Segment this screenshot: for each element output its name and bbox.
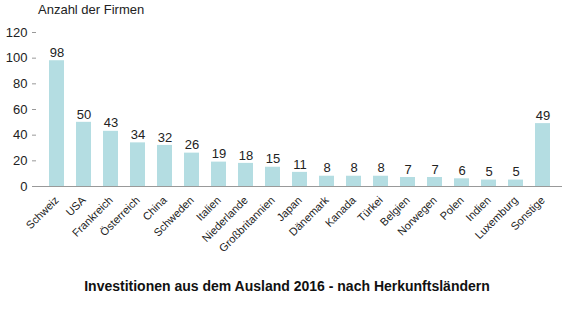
svg-text:6: 6 bbox=[458, 163, 465, 178]
svg-text:7: 7 bbox=[431, 162, 438, 177]
svg-text:26: 26 bbox=[185, 137, 199, 152]
svg-text:20: 20 bbox=[13, 153, 27, 168]
svg-text:40: 40 bbox=[13, 127, 27, 142]
svg-text:8: 8 bbox=[377, 160, 384, 175]
svg-text:Sonstige: Sonstige bbox=[508, 194, 547, 233]
svg-text:Belgien: Belgien bbox=[377, 193, 412, 229]
svg-text:15: 15 bbox=[266, 151, 280, 166]
svg-text:Großbritannien: Großbritannien bbox=[217, 194, 277, 254]
svg-text:32: 32 bbox=[158, 130, 172, 145]
svg-text:Dänemark: Dänemark bbox=[287, 193, 332, 238]
svg-text:8: 8 bbox=[350, 160, 357, 175]
svg-text:34: 34 bbox=[131, 127, 145, 142]
svg-text:Niederlande: Niederlande bbox=[199, 193, 250, 245]
html-text:Anzahl der Firmen: Anzahl der Firmen bbox=[38, 2, 145, 17]
svg-text:Japan: Japan bbox=[274, 193, 304, 224]
svg-text:18: 18 bbox=[239, 148, 253, 163]
svg-text:19: 19 bbox=[212, 146, 226, 161]
svg-text:Polen: Polen bbox=[438, 194, 466, 222]
svg-text:8: 8 bbox=[323, 160, 330, 175]
svg-text:Türkei: Türkei bbox=[354, 193, 385, 224]
svg-text:Indien: Indien bbox=[463, 193, 493, 224]
svg-text:49: 49 bbox=[536, 108, 550, 123]
svg-text:0: 0 bbox=[20, 179, 27, 194]
svg-text:Kanada: Kanada bbox=[323, 193, 359, 229]
svg-text:100: 100 bbox=[6, 50, 28, 65]
svg-text:7: 7 bbox=[404, 162, 411, 177]
svg-text:China: China bbox=[140, 193, 169, 223]
svg-text:60: 60 bbox=[13, 102, 27, 117]
svg-text:Österreich: Österreich bbox=[98, 194, 142, 238]
svg-text:Luxemburg: Luxemburg bbox=[472, 194, 519, 241]
svg-text:120: 120 bbox=[6, 25, 28, 40]
svg-text:Frankreich: Frankreich bbox=[69, 193, 115, 239]
svg-text:43: 43 bbox=[104, 115, 118, 130]
svg-text:5: 5 bbox=[512, 164, 519, 179]
svg-text:11: 11 bbox=[293, 157, 307, 172]
svg-text:80: 80 bbox=[13, 76, 27, 91]
html-text:Investitionen aus dem Ausland: Investitionen aus dem Ausland 2016 - nac… bbox=[84, 278, 490, 294]
svg-text:Norwegen: Norwegen bbox=[395, 194, 439, 238]
svg-text:50: 50 bbox=[77, 106, 91, 121]
svg-text:98: 98 bbox=[50, 45, 64, 60]
svg-text:Schweden: Schweden bbox=[151, 194, 196, 239]
svg-text:5: 5 bbox=[485, 164, 492, 179]
svg-text:Italien: Italien bbox=[193, 193, 223, 223]
svg-text:Schweiz: Schweiz bbox=[23, 194, 60, 231]
svg-text:USA: USA bbox=[63, 193, 88, 219]
